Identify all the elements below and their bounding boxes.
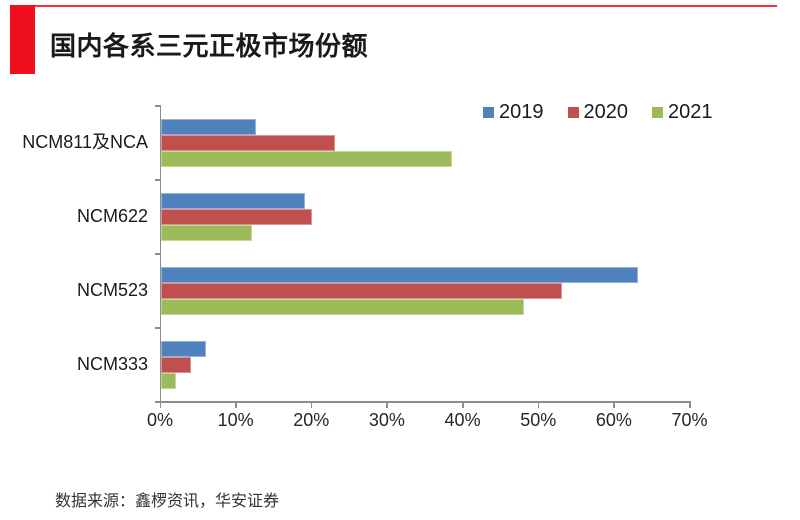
y-axis-tick [154, 401, 160, 403]
legend-item-2020: 2020 [567, 101, 629, 123]
bar-2020-row3 [161, 356, 192, 373]
legend-item-2019: 2019 [483, 102, 544, 122]
header-accent-line [35, 5, 777, 7]
y-axis-tick [154, 179, 160, 181]
category-label: NCM811及NCA [22, 132, 148, 152]
category-label: NCM333 [76, 354, 148, 374]
bar-2019-row1 [161, 192, 305, 209]
x-axis-tick-label: 60% [595, 410, 632, 430]
bar-2020-row0 [161, 134, 335, 151]
category-label: NCM622 [76, 206, 148, 226]
legend-swatch-2021 [652, 106, 663, 118]
bar-2021-row1 [161, 224, 252, 241]
bar-2021-row3 [161, 372, 177, 389]
page-title: 国内各系三元正极市场份额 [50, 31, 369, 61]
bar-chart: 2019 2020 2021 NCM811及NCA NCM622 NCM523 NCM33… [22, 102, 713, 430]
x-axis-tick [310, 402, 313, 408]
category-label: NCM523 [76, 280, 148, 300]
legend-swatch-2019 [483, 106, 494, 118]
x-axis-tick [386, 402, 388, 408]
x-axis-tick-label: 10% [217, 410, 254, 430]
y-axis-tick [154, 327, 160, 329]
legend-swatch-2020 [567, 106, 579, 118]
x-axis-tick [537, 402, 540, 408]
y-axis-tick [154, 105, 160, 107]
bar-2019-row3 [161, 340, 207, 357]
legend-label-2021: 2021 [668, 101, 713, 123]
x-axis-tick-label: 40% [444, 410, 481, 430]
header-accent-block [10, 5, 35, 74]
x-axis-tick [235, 402, 237, 408]
bar-2020-row1 [161, 208, 313, 225]
legend-label-2020: 2020 [583, 101, 629, 123]
x-axis-tick-label: 70% [671, 410, 708, 430]
x-axis-line [159, 401, 691, 403]
data-source-note: 数据来源：鑫椤资讯，华安证券 [55, 493, 280, 510]
x-axis-tick [689, 402, 691, 408]
y-axis-line [159, 105, 161, 401]
x-axis-tick-label: 20% [293, 410, 330, 430]
x-axis-tick-label: 50% [520, 410, 557, 430]
bar-2021-row0 [161, 150, 453, 167]
x-axis-tick-label: 30% [368, 410, 405, 430]
bar-2019-row2 [161, 266, 638, 283]
x-axis-tick [613, 402, 615, 408]
x-axis-tick [159, 402, 161, 408]
x-axis-tick-label: 0% [146, 410, 173, 430]
x-axis-tick [462, 402, 464, 408]
y-axis-tick [154, 253, 160, 255]
legend-item-2021: 2021 [652, 102, 713, 122]
legend-label-2019: 2019 [499, 101, 544, 123]
chart-legend: 2019 2020 2021 [483, 102, 713, 122]
bar-2020-row2 [161, 282, 562, 299]
bar-2021-row2 [161, 298, 525, 315]
bar-2019-row0 [161, 118, 256, 135]
